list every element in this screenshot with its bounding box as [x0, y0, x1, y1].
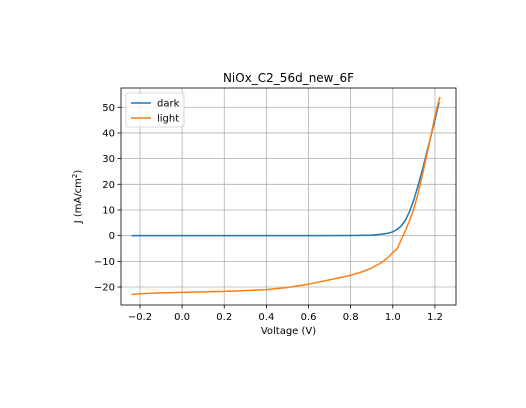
series-line-light — [131, 96, 441, 296]
axis-ticks: −0.2 0.0 0.2 0.4 0.6 0.8 1.0 1.2 −20 −10 0 10 20 30 40… — [94, 103, 443, 323]
legend: dark light — [125, 92, 185, 128]
x-tick-label: 0.6 — [301, 312, 317, 323]
y-tick-label: 10 — [102, 205, 115, 216]
x-tick-label: 1.2 — [427, 312, 443, 323]
x-tick-label: 0.8 — [343, 312, 359, 323]
x-tick-label: −0.2 — [128, 312, 152, 323]
x-tick-label: 0.4 — [258, 312, 274, 323]
plot-lines — [131, 96, 441, 296]
plot-area-frame — [120, 87, 457, 306]
y-tick-label: 50 — [102, 103, 115, 114]
y-tick-label: 0 — [109, 231, 115, 242]
y-tick-label: −10 — [94, 257, 115, 268]
legend-label-light: light — [157, 114, 179, 125]
y-tick-label: 20 — [102, 180, 115, 191]
y-tick-label: −20 — [94, 283, 115, 294]
y-axis-label-superscript: 2 — [71, 174, 79, 178]
y-tick-label: 40 — [102, 128, 115, 139]
x-tick-label: 1.0 — [385, 312, 401, 323]
x-tick-label: 0.2 — [216, 312, 232, 323]
y-axis-label-main: J (mA/cm — [73, 178, 84, 224]
y-axis-label-end: ) — [73, 170, 84, 174]
chart-title: NiOx_C2_56d_new_6F — [223, 71, 354, 85]
x-axis-label: Voltage (V) — [261, 326, 316, 337]
y-axis-label: J (mA/cm2) — [71, 170, 84, 225]
y-tick-label: 30 — [102, 154, 115, 165]
legend-label-dark: dark — [157, 99, 180, 110]
x-tick-label: 0.0 — [174, 312, 190, 323]
